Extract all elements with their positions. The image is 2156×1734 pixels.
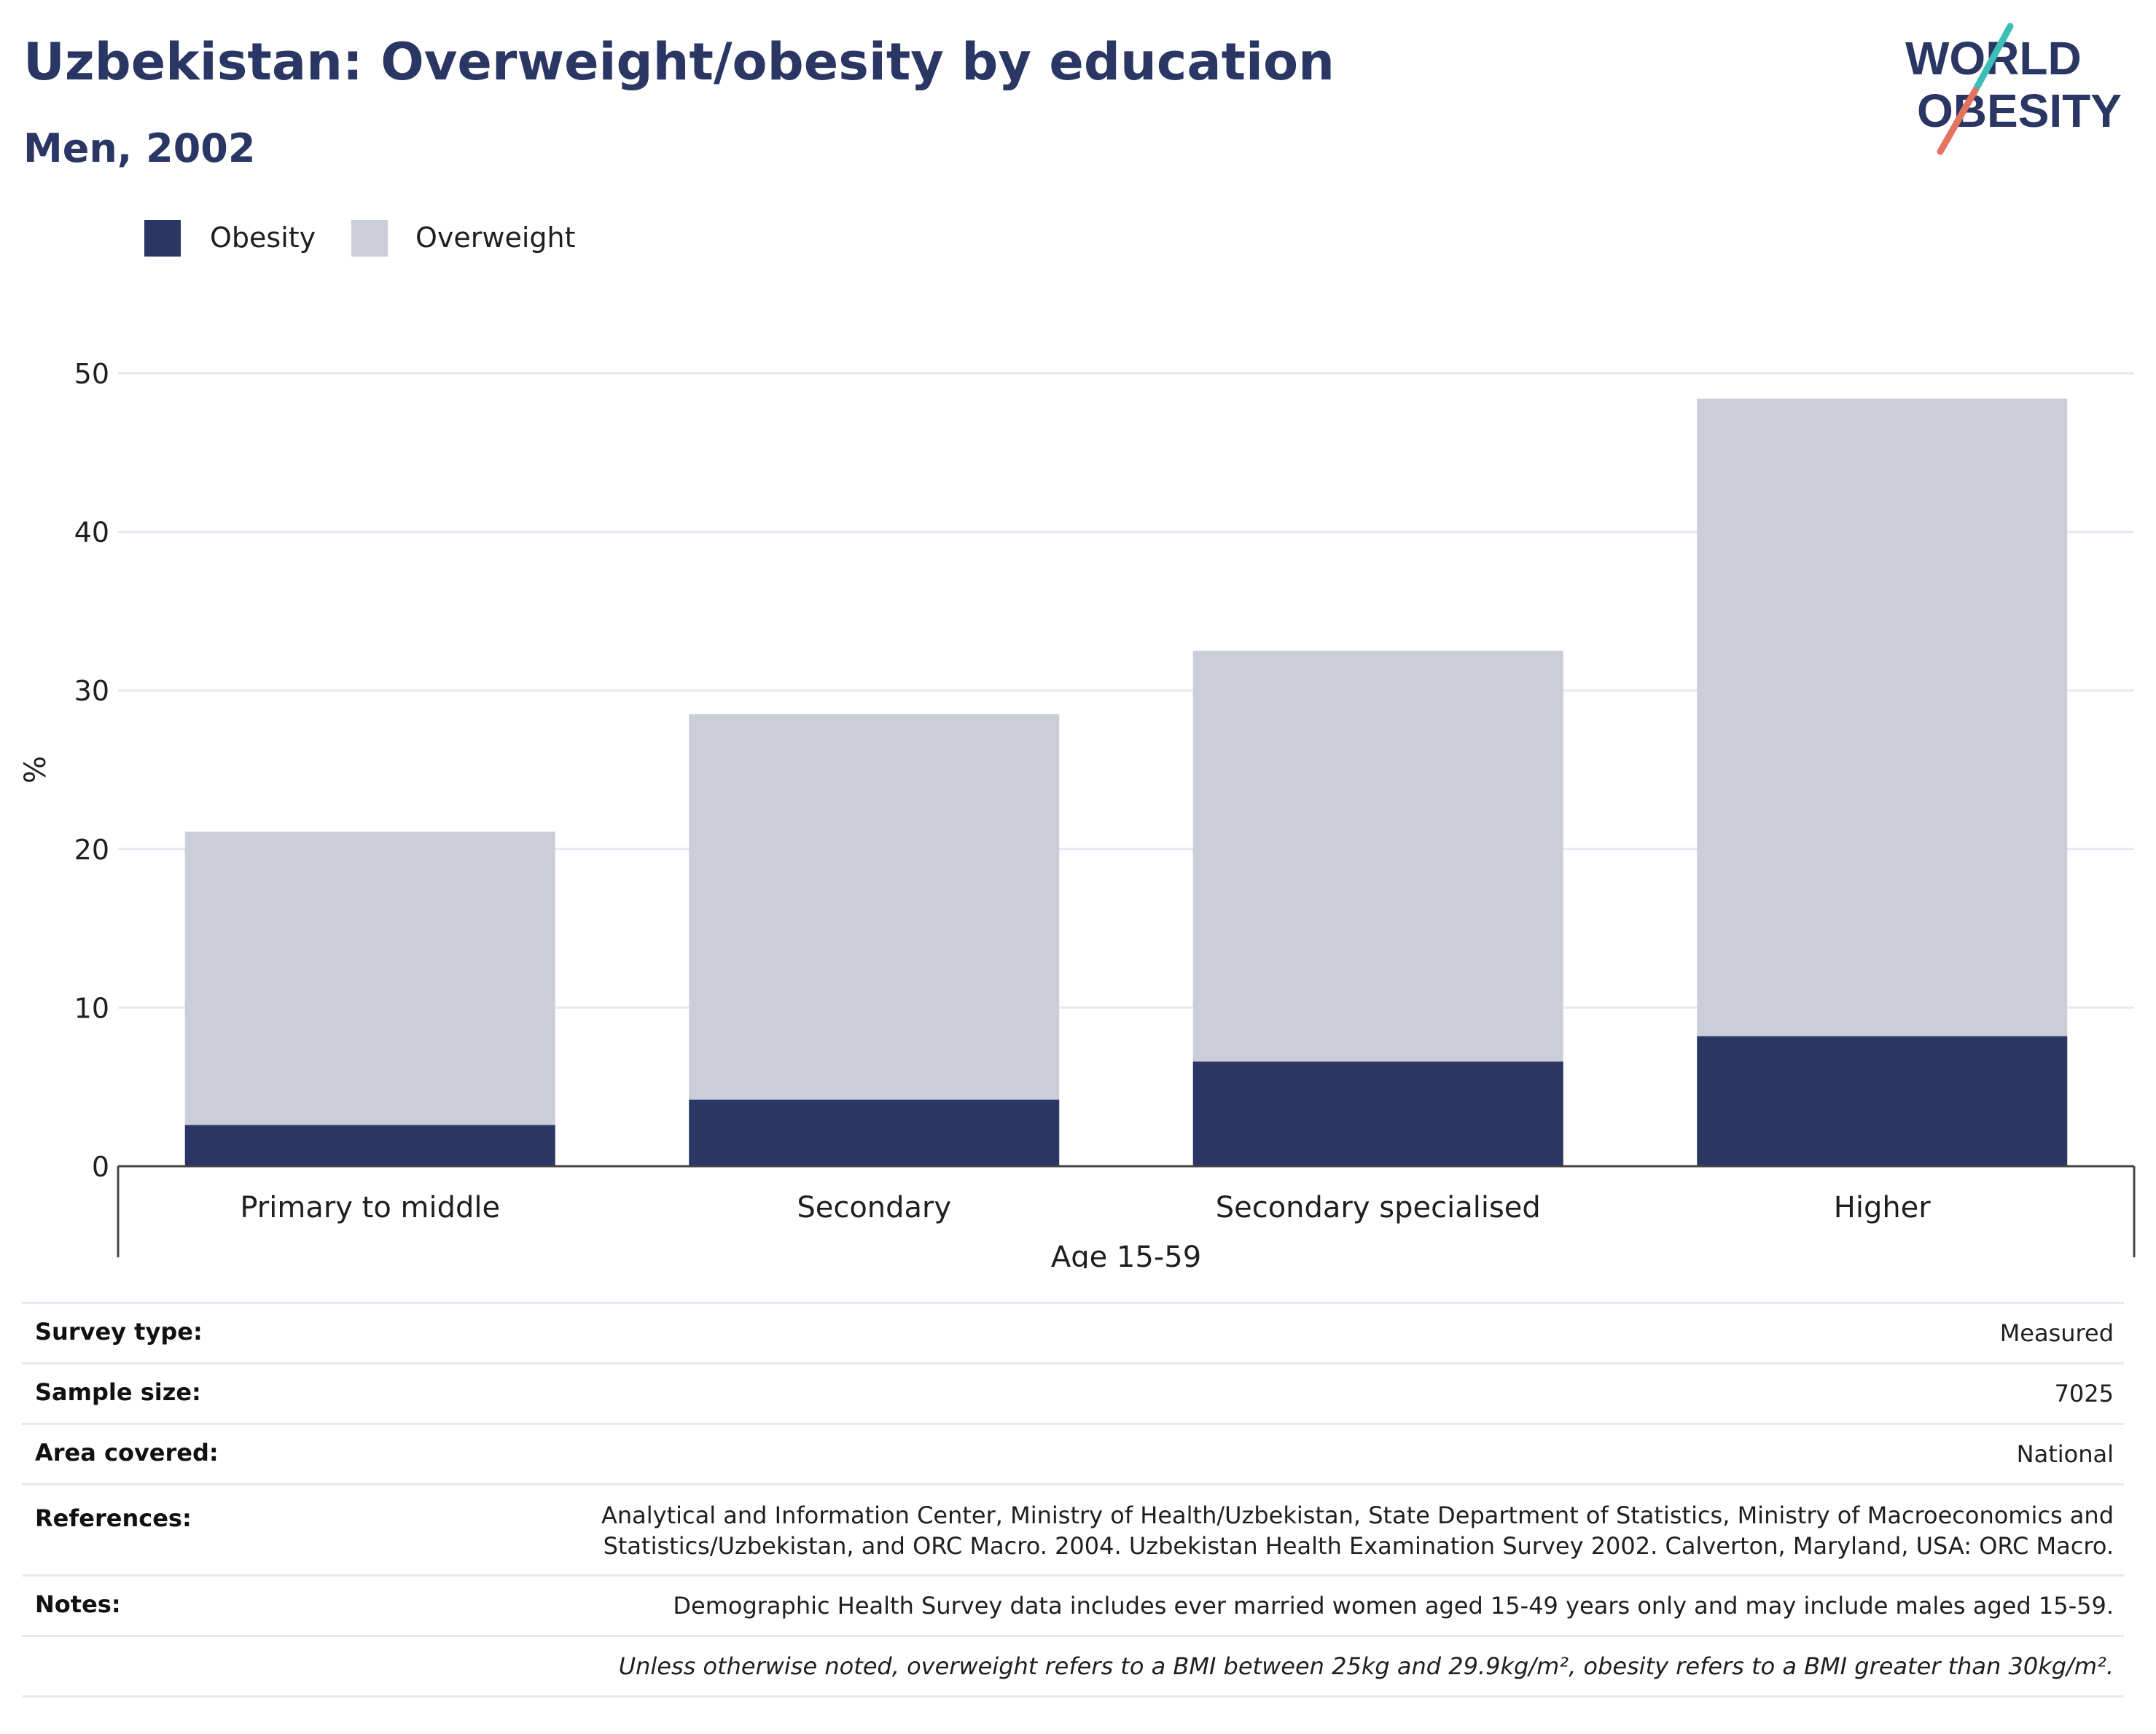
survey-type-row: Survey type: Measured	[22, 1302, 2124, 1362]
world-obesity-logo: WORLD OBESITY	[1905, 23, 2122, 155]
survey-type-value: Measured	[1999, 1319, 2114, 1347]
y-tick-label-30: 30	[74, 675, 109, 707]
y-tick-label-20: 20	[74, 834, 109, 866]
bar-overweight-1	[689, 714, 1060, 1100]
legend-label-obesity: Obesity	[210, 222, 316, 254]
x-tick-label-2: Secondary specialised	[1216, 1191, 1541, 1225]
sample-size-row: Sample size: 7025	[22, 1362, 2124, 1423]
notes-row: Notes: Demographic Health Survey data in…	[22, 1574, 2124, 1635]
logo-slash-bottom	[1937, 87, 1979, 155]
chart-subtitle: Men, 2002	[23, 125, 256, 171]
bar-overweight-3	[1697, 398, 2068, 1036]
bar-obesity-0	[184, 1125, 555, 1166]
notes-label: Notes:	[35, 1590, 121, 1618]
x-tick-label-0: Primary to middle	[240, 1191, 500, 1225]
bar-obesity-1	[689, 1099, 1060, 1166]
references-row: References: Analytical and Information C…	[22, 1483, 2124, 1574]
bar-overweight-2	[1192, 650, 1563, 1062]
x-axis-title: Age 15-59	[1051, 1241, 1201, 1268]
chart-title: Uzbekistan: Overweight/obesity by educat…	[23, 32, 1335, 92]
sample-size-value: 7025	[2054, 1380, 2114, 1407]
stacked-bar-chart: 0 10 20 30 40 50% Primary to middle Secondary Se…	[19, 358, 2136, 1268]
y-axis-title: %	[19, 756, 52, 784]
area-covered-row: Area covered: National	[22, 1423, 2124, 1483]
legend-swatch-obesity	[144, 220, 181, 257]
survey-type-label: Survey type:	[35, 1318, 203, 1346]
legend-swatch-overweight	[351, 220, 388, 257]
references-label: References:	[35, 1504, 192, 1532]
logo-line2: OBESITY	[1917, 85, 2122, 137]
references-line2: Statistics/Uzbekistan, and ORC Macro. 20…	[603, 1532, 2114, 1560]
bar-obesity-2	[1192, 1061, 1563, 1166]
logo-slash-top	[1972, 23, 2014, 94]
notes-value: Demographic Health Survey data includes …	[673, 1592, 2114, 1620]
references-line1: Analytical and Information Center, Minis…	[601, 1501, 2114, 1529]
x-tick-label-1: Secondary	[797, 1191, 951, 1225]
references-value: Analytical and Information Center, Minis…	[591, 1485, 2124, 1580]
y-tick-label-40: 40	[74, 517, 109, 549]
sample-size-label: Sample size:	[35, 1378, 201, 1406]
survey-info-table: Survey type: Measured Sample size: 7025 …	[22, 1302, 2124, 1698]
y-tick-label-10: 10	[74, 992, 109, 1024]
x-tick-label-3: Higher	[1834, 1191, 1932, 1225]
y-tick-label-50: 50	[74, 358, 109, 390]
definition-note: Unless otherwise noted, overweight refer…	[618, 1652, 2114, 1680]
area-covered-label: Area covered:	[35, 1439, 219, 1467]
bar-obesity-3	[1697, 1036, 2068, 1166]
area-covered-value: National	[2016, 1440, 2114, 1468]
legend-label-overweight: Overweight	[415, 222, 576, 254]
definition-row: Unless otherwise noted, overweight refer…	[22, 1635, 2124, 1698]
y-tick-label-0: 0	[92, 1151, 109, 1183]
bar-overweight-0	[184, 831, 555, 1125]
